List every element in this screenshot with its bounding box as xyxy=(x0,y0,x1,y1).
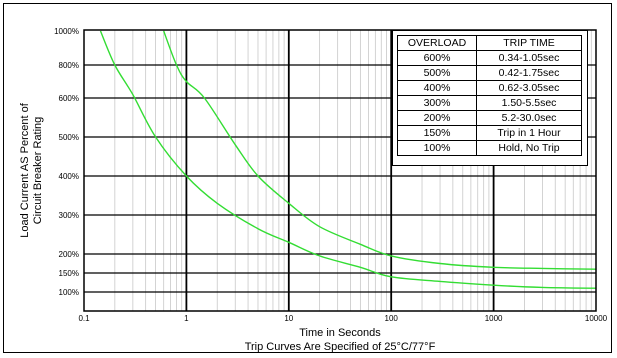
trip-time-cell: 0.42-1.75sec xyxy=(476,65,582,81)
overload-cell: 500% xyxy=(397,65,477,81)
y-axis-title-line-1: Load Current AS Percent of xyxy=(19,102,31,237)
lower-trip-curve xyxy=(99,30,597,289)
trip-time-cell: 5.2-30.0sec xyxy=(476,110,582,126)
y-tick-labels: 100% 150% 200% 300% 400% 500% 600% 800% 1000% xyxy=(54,27,79,297)
y-tick-label: 1000% xyxy=(54,27,79,36)
trip-time-cell: 1.50-5.5sec xyxy=(476,95,582,111)
upper-trip-curve xyxy=(163,30,597,270)
table-row: 200% 5.2-30.0sec xyxy=(397,110,582,126)
trip-time-table: OVERLOAD TRIP TIME 600% 0.34-1.05sec 500%… xyxy=(397,35,582,156)
trip-time-cell: Hold, No Trip xyxy=(476,140,582,156)
table-header-row: OVERLOAD TRIP TIME xyxy=(397,35,582,51)
x-tick-label: 0.1 xyxy=(78,314,90,323)
y-axis-title: Load Current AS Percent of Circuit Break… xyxy=(19,102,44,237)
y-tick-label: 200% xyxy=(59,250,79,259)
trip-time-cell: 0.62-3.05sec xyxy=(476,80,582,96)
x-tick-label: 100 xyxy=(385,314,399,323)
trip-table-panel: OVERLOAD TRIP TIME 600% 0.34-1.05sec 500%… xyxy=(392,30,588,166)
overload-cell: 400% xyxy=(397,80,477,96)
table-row: 150% Trip in 1 Hour xyxy=(397,125,582,141)
table-row: 400% 0.62-3.05sec xyxy=(397,80,582,96)
overload-cell: 200% xyxy=(397,110,477,126)
minor-grid xyxy=(114,30,592,311)
y-tick-label: 500% xyxy=(59,133,79,142)
x-tick-labels: 0.1 1 10 100 1000 10000 xyxy=(78,314,607,323)
x-axis-title: Time in Seconds xyxy=(299,327,381,339)
overload-cell: 300% xyxy=(397,95,477,111)
overload-cell: 600% xyxy=(397,50,477,66)
x-tick-label: 1000 xyxy=(485,314,503,323)
y-tick-label: 600% xyxy=(59,94,79,103)
trip-time-cell: Trip in 1 Hour xyxy=(476,125,582,141)
trip-curves xyxy=(99,30,597,289)
figure-frame xyxy=(3,3,612,353)
trip-time-cell: 0.34-1.05sec xyxy=(476,50,582,66)
table-row: 100% Hold, No Trip xyxy=(397,140,582,156)
y-tick-label: 400% xyxy=(59,172,79,181)
table-row: 600% 0.34-1.05sec xyxy=(397,50,582,66)
overload-cell: 150% xyxy=(397,125,477,141)
x-tick-label: 10 xyxy=(284,314,293,323)
x-tick-label: 10000 xyxy=(585,314,608,323)
header-overload: OVERLOAD xyxy=(397,35,477,51)
y-tick-label: 300% xyxy=(59,211,79,220)
chart-caption: Trip Curves Are Specified of 25°C/77°F xyxy=(245,341,436,353)
x-tick-label: 1 xyxy=(184,314,189,323)
y-tick-label: 100% xyxy=(59,288,79,297)
y-axis-title-line-2: Circuit Breaker Rating xyxy=(32,117,44,225)
y-tick-label: 150% xyxy=(59,269,79,278)
plot-border xyxy=(83,29,597,312)
table-row: 500% 0.42-1.75sec xyxy=(397,65,582,81)
header-trip-time: TRIP TIME xyxy=(476,35,582,51)
y-tick-label: 800% xyxy=(59,61,79,70)
table-row: 300% 1.50-5.5sec xyxy=(397,95,582,111)
overload-cell: 100% xyxy=(397,140,477,156)
